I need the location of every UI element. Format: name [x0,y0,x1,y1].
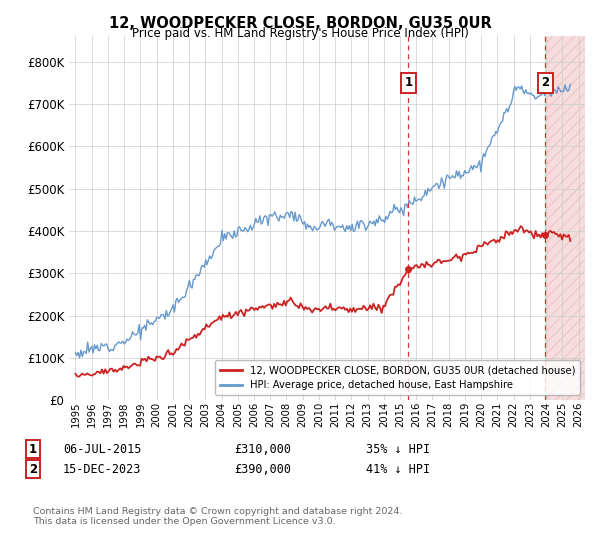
Text: 2: 2 [29,463,37,476]
Text: 15-DEC-2023: 15-DEC-2023 [63,463,142,476]
Text: 06-JUL-2015: 06-JUL-2015 [63,442,142,456]
Text: 41% ↓ HPI: 41% ↓ HPI [366,463,430,476]
Bar [545,36,585,400]
Text: 35% ↓ HPI: 35% ↓ HPI [366,442,430,456]
Text: 2: 2 [541,77,550,90]
Text: Contains HM Land Registry data © Crown copyright and database right 2024.
This d: Contains HM Land Registry data © Crown c… [33,507,403,526]
Text: 1: 1 [29,442,37,456]
Text: £390,000: £390,000 [234,463,291,476]
Text: 12, WOODPECKER CLOSE, BORDON, GU35 0UR: 12, WOODPECKER CLOSE, BORDON, GU35 0UR [109,16,491,31]
Bar [545,36,585,400]
Text: Price paid vs. HM Land Registry's House Price Index (HPI): Price paid vs. HM Land Registry's House … [131,27,469,40]
Legend: 12, WOODPECKER CLOSE, BORDON, GU35 0UR (detached house), HPI: Average price, det: 12, WOODPECKER CLOSE, BORDON, GU35 0UR (… [215,361,580,395]
Text: 1: 1 [404,77,412,90]
Text: £310,000: £310,000 [234,442,291,456]
